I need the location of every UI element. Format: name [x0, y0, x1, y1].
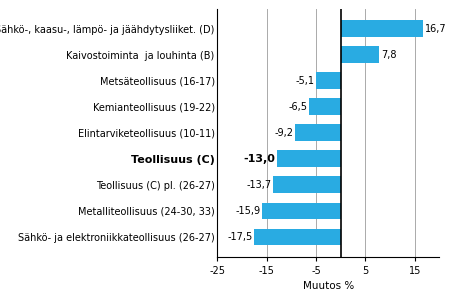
Bar: [277, 150, 341, 167]
Bar: [262, 203, 341, 220]
Text: -9,2: -9,2: [275, 128, 294, 138]
Text: -6,5: -6,5: [288, 102, 307, 112]
X-axis label: Muutos %: Muutos %: [303, 281, 354, 291]
Text: -5,1: -5,1: [295, 76, 314, 86]
Bar: [308, 98, 341, 115]
Text: -17,5: -17,5: [228, 232, 253, 242]
Text: -13,0: -13,0: [243, 154, 275, 164]
Bar: [255, 229, 341, 246]
Bar: [273, 176, 341, 193]
Bar: [295, 124, 341, 141]
Bar: [341, 46, 379, 63]
Bar: [341, 20, 423, 37]
Text: 7,8: 7,8: [381, 50, 396, 60]
Bar: [316, 72, 341, 89]
Text: -15,9: -15,9: [236, 206, 261, 216]
Text: -13,7: -13,7: [246, 180, 272, 190]
Text: 16,7: 16,7: [424, 24, 446, 34]
